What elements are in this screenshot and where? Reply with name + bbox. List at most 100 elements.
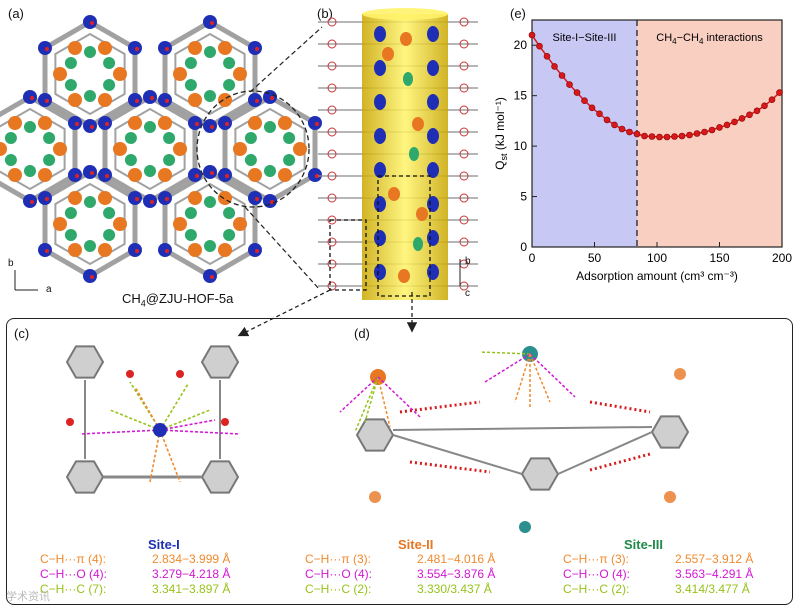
interaction-contact	[149, 429, 161, 483]
interaction-contact	[484, 353, 531, 383]
oxygen-atom	[90, 21, 94, 25]
interaction-value: 3.554−3.876 Å	[417, 567, 496, 581]
oxygen-atom	[135, 197, 139, 201]
oxygen-atom	[135, 99, 139, 103]
ch4-site1-molecule	[188, 116, 202, 130]
ch4-site3-molecule	[244, 132, 257, 144]
ch4-site3-molecule	[409, 147, 419, 161]
panel-d-label: (d)	[354, 326, 370, 341]
ch4-site2-molecule	[38, 168, 52, 182]
oxygen-atom	[135, 47, 139, 51]
interaction-line: C−H···O (4): 3.554−3.876 Å	[305, 567, 495, 581]
qst-data-point	[663, 133, 671, 141]
qst-data-point	[746, 111, 753, 119]
x-tick-label: 50	[588, 251, 602, 265]
ch4-site2-molecule	[278, 116, 292, 130]
ch4-site1-molecule	[203, 269, 217, 283]
ch4-site2-molecule	[113, 217, 127, 231]
ch4-site1-molecule	[374, 196, 386, 212]
qst-data-point	[693, 130, 701, 137]
qst-data-point	[708, 126, 716, 134]
ch4-site3-molecule	[204, 240, 216, 252]
ch4-site2-molecule	[98, 191, 112, 205]
qst-data-point	[558, 72, 566, 79]
oxygen-atom	[165, 249, 169, 253]
interaction-contact	[109, 409, 161, 431]
ch4-site3-molecule	[204, 90, 216, 102]
region-ch4-interactions	[637, 20, 782, 247]
oxygen-atom	[315, 122, 319, 126]
interaction-value: 3.563−4.291 Å	[675, 567, 754, 581]
ch4-site3-molecule	[103, 57, 116, 69]
ch4-site2-molecule	[188, 243, 202, 257]
ch4-site2-molecule	[158, 168, 172, 182]
interaction-line: C−H···C (2): 3.414/3.477 Å	[563, 582, 750, 596]
ch4-site1-molecule	[263, 194, 277, 208]
ch4-site3-molecule-faded	[519, 521, 531, 533]
ch4-site3-molecule	[24, 121, 36, 133]
oxygen-atom	[45, 197, 49, 201]
interaction-contact	[159, 409, 211, 431]
ch4-site1-molecule	[374, 264, 386, 280]
axis-b2-label: b	[465, 256, 471, 267]
axis-a-label: a	[46, 284, 52, 295]
benzene-ring	[520, 457, 560, 491]
ch4-site3-molecule	[264, 121, 276, 133]
ch4-site1-molecule	[153, 423, 167, 437]
qst-data-point	[768, 96, 776, 103]
ch4-site3-molecule	[264, 165, 276, 177]
ch4-site2-molecule	[416, 207, 428, 221]
ch4-site1-molecule	[98, 168, 112, 182]
qst-data-point	[581, 97, 588, 104]
ch4-site3-molecule	[4, 132, 17, 144]
oxygen-atom	[75, 122, 79, 126]
oxygen-atom	[210, 125, 214, 129]
ch4-site3-molecule	[4, 154, 17, 166]
ch4-site2-molecule-faded	[674, 368, 686, 380]
interaction-label: C−H···C (7):	[40, 582, 107, 596]
interaction-value: 3.341−3.897 Å	[152, 582, 231, 596]
benzene-ring	[200, 460, 240, 494]
interaction-contact	[159, 429, 181, 483]
oxygen-atom	[255, 249, 259, 253]
ch4-site1-molecule	[263, 90, 277, 104]
qst-data-point	[753, 107, 761, 115]
qst-data-point	[648, 133, 656, 140]
interaction-contact	[159, 419, 216, 431]
ch4-site1-molecule	[128, 243, 142, 257]
ch4-site1-molecule	[308, 168, 322, 182]
qst-data-point	[551, 63, 558, 70]
interaction-label: C−H···O (4):	[305, 567, 372, 581]
ch4-site2-molecule	[293, 142, 307, 156]
ch4-site1-molecule	[38, 93, 52, 107]
ch4-site2-molecule	[218, 41, 232, 55]
ch4-site3-molecule	[184, 207, 197, 219]
interaction-contact	[529, 353, 576, 398]
ch4-site3-molecule	[84, 46, 96, 58]
ch4-site3-molecule	[84, 196, 96, 208]
ch4-site1-molecule	[374, 162, 386, 178]
qst-data-point	[701, 128, 708, 136]
qst-data-point	[536, 42, 543, 50]
ch4-site2-molecule	[388, 187, 400, 201]
site-3-title: Site-III	[624, 537, 664, 552]
interaction-line: C−H···C (7): 3.341−3.897 Å	[40, 582, 230, 596]
ch4-site1-molecule	[203, 15, 217, 29]
ch4-site3-molecule	[413, 237, 423, 251]
caption-a: CH4@ZJU-HOF-5a	[122, 291, 234, 309]
ch4-site3-molecule	[223, 57, 236, 69]
oxygen-atom	[105, 174, 109, 178]
oxygen-atom	[90, 275, 94, 279]
qst-data-point	[678, 132, 686, 140]
interaction-value: 2.557−3.912 Å	[675, 552, 754, 566]
oxygen-atom	[225, 122, 229, 126]
ch4-site2-molecule	[68, 93, 82, 107]
ch4-site1-molecule	[188, 168, 202, 182]
ch4-site1-molecule	[23, 194, 37, 208]
qst-data-point	[566, 81, 573, 88]
ch4-site2-molecule	[98, 41, 112, 55]
benzene-ring	[65, 345, 105, 379]
interaction-contact	[129, 381, 161, 431]
ch4-site3-molecule	[244, 154, 257, 166]
ch4-site3-molecule	[103, 79, 116, 91]
